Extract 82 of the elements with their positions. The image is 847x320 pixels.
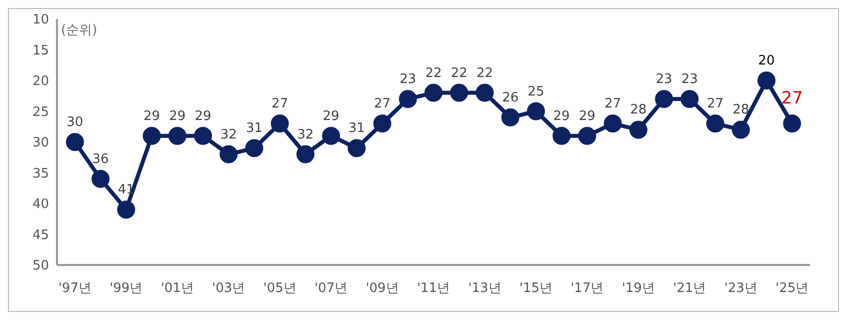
x-tick-label: '99년 — [110, 281, 143, 296]
data-label: 20 — [758, 54, 775, 68]
point — [680, 90, 699, 108]
point — [194, 126, 212, 145]
data-label: 31 — [348, 121, 365, 136]
x-tick-label: '05년 — [263, 281, 296, 296]
point — [398, 90, 417, 108]
x-tick-label: '01년 — [160, 281, 194, 296]
point — [245, 139, 264, 158]
point — [220, 145, 238, 164]
x-tick-label: '19년 — [622, 281, 655, 296]
point — [117, 200, 136, 219]
data-label: 29 — [322, 108, 340, 124]
data-label: 23 — [656, 72, 672, 87]
point — [424, 84, 442, 102]
point — [578, 126, 596, 145]
data-label: 22 — [450, 66, 468, 81]
point — [732, 120, 750, 139]
data-label: 29 — [553, 108, 570, 124]
point — [552, 126, 571, 145]
data-label: 32 — [220, 127, 237, 142]
y-tick-label: 50 — [32, 258, 49, 274]
x-tick-label: '97년 — [58, 281, 92, 296]
data-label: 29 — [143, 108, 160, 124]
data-label: 22 — [425, 66, 442, 81]
data-label: 23 — [400, 72, 416, 87]
data-label: 36 — [92, 152, 109, 167]
data-label: 25 — [528, 84, 544, 100]
y-tick-label: 10 — [32, 12, 49, 28]
data-label: 28 — [630, 102, 647, 118]
point — [373, 114, 392, 133]
x-tick-label: '23년 — [724, 281, 758, 296]
point — [757, 72, 776, 90]
point — [142, 126, 161, 145]
data-label: 27 — [272, 96, 288, 112]
x-tick-label: '03년 — [212, 281, 246, 296]
y-tick-label: 35 — [32, 166, 49, 182]
data-label: 22 — [476, 66, 493, 81]
x-tick-label: '25년 — [776, 281, 809, 296]
x-tick-label: '21년 — [673, 281, 706, 296]
y-tick-label: 25 — [32, 104, 49, 120]
data-label: 30 — [66, 115, 84, 130]
point — [322, 126, 340, 145]
data-label: 27 — [604, 96, 622, 112]
data-label: 29 — [194, 108, 212, 124]
x-tick-label: '07년 — [314, 281, 348, 296]
data-label: 28 — [732, 102, 750, 118]
point — [450, 84, 468, 102]
x-tick-label: '17년 — [570, 281, 604, 296]
point — [501, 108, 520, 126]
data-label: 27 — [374, 96, 391, 112]
point — [629, 120, 648, 139]
y-axis-title: (순위) — [61, 23, 98, 38]
x-tick-label: '13년 — [468, 281, 502, 296]
x-tick-label: '09년 — [366, 281, 399, 296]
point — [706, 114, 724, 133]
point — [66, 133, 84, 151]
data-label: 29 — [578, 108, 596, 124]
data-label: 27 — [781, 88, 803, 109]
data-label: 29 — [169, 108, 186, 124]
y-tick-label: 30 — [32, 136, 49, 151]
point — [655, 90, 674, 108]
point — [783, 114, 802, 133]
point — [168, 126, 186, 145]
y-tick-label: 45 — [32, 228, 49, 243]
y-tick-label: 20 — [32, 74, 49, 90]
x-tick-label: '15년 — [519, 281, 553, 296]
data-label: 31 — [246, 121, 262, 136]
point — [92, 170, 110, 188]
point — [270, 114, 289, 133]
x-tick-label: '11년 — [416, 281, 450, 296]
data-label: 32 — [297, 127, 314, 142]
point — [348, 139, 366, 158]
y-tick-label: 40 — [32, 197, 49, 212]
point — [604, 114, 622, 133]
point — [476, 84, 494, 102]
data-label: 26 — [502, 90, 519, 106]
point — [526, 102, 545, 120]
data-label: 27 — [706, 96, 724, 112]
data-label: 23 — [681, 72, 698, 87]
y-tick-label: 15 — [32, 43, 49, 58]
point — [296, 145, 314, 164]
